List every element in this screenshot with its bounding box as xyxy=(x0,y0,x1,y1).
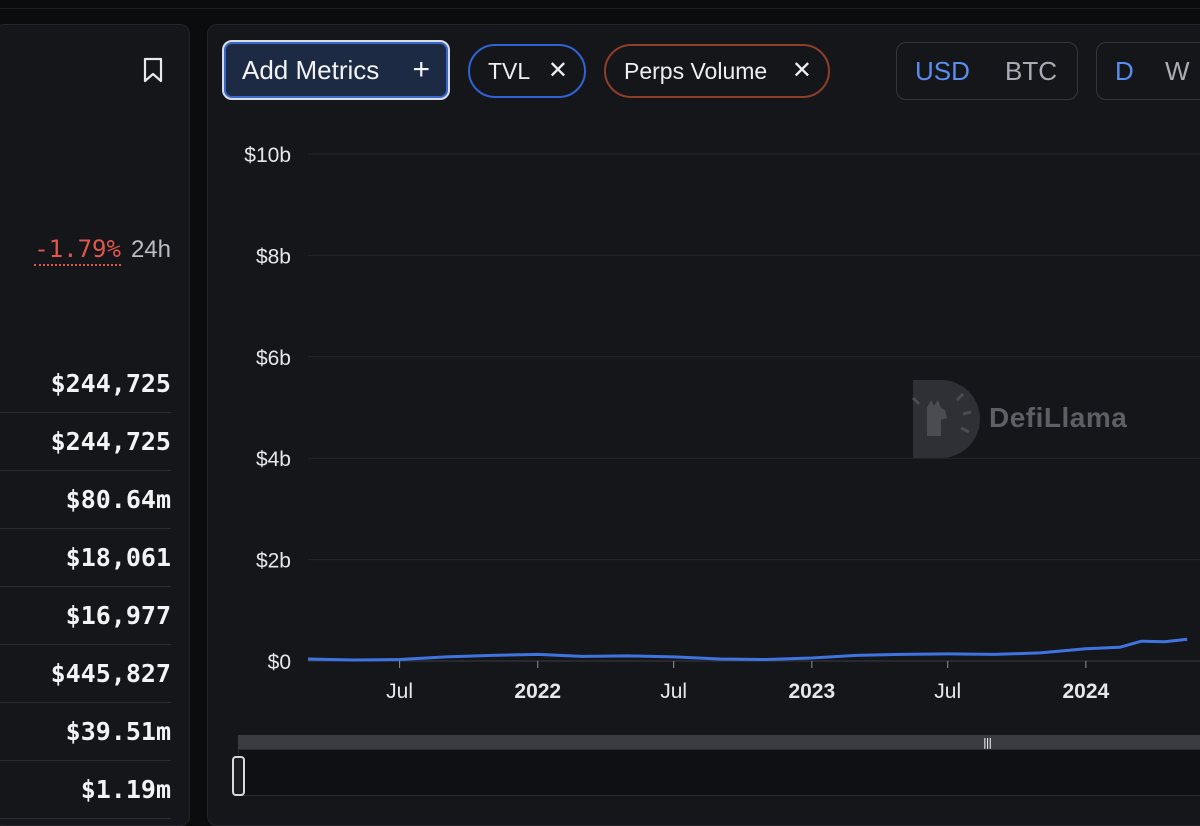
stat-value: $16,977 xyxy=(0,587,171,645)
currency-option-usd[interactable]: USD xyxy=(915,56,970,86)
metric-chip-label: TVL xyxy=(488,58,531,84)
x-tick-label: Jul xyxy=(386,680,413,703)
price-change-period: 24h xyxy=(130,236,171,263)
x-tick-label: Jul xyxy=(934,680,961,703)
llama-logo-icon xyxy=(911,380,980,458)
series-line-0[interactable] xyxy=(307,637,1188,662)
y-tick-label: $0 xyxy=(268,651,291,674)
metric-chip-label: Perps Volume xyxy=(624,58,768,84)
add-metrics-button[interactable]: Add Metrics + xyxy=(222,40,450,100)
y-tick-label: $10b xyxy=(244,144,291,167)
stat-value: $244,725 xyxy=(0,355,171,413)
plus-icon: + xyxy=(412,53,430,86)
x-tick-label: 2024 xyxy=(1063,680,1110,703)
watermark: DefiLlama xyxy=(905,378,1145,460)
metric-chip-tvl[interactable]: TVL ✕ xyxy=(468,44,586,98)
price-change: -1.79% 24h xyxy=(0,235,171,266)
y-tick-label: $6b xyxy=(256,347,291,370)
x-tick-label: 2023 xyxy=(788,680,835,703)
range-slider-handle[interactable] xyxy=(232,756,245,796)
period-option-d[interactable]: D xyxy=(1115,56,1134,86)
y-tick-label: $2b xyxy=(256,550,291,573)
currency-toggle: USD BTC xyxy=(896,42,1078,100)
stat-value: $445,827 xyxy=(0,645,171,703)
bookmark-icon[interactable] xyxy=(143,57,163,83)
stat-value: $39.51m xyxy=(0,703,171,761)
y-tick-label: $8b xyxy=(256,245,291,268)
stat-value: $244,725 xyxy=(0,413,171,471)
price-change-value[interactable]: -1.79% xyxy=(34,235,121,266)
stat-value: $80.64m xyxy=(0,471,171,529)
range-slider-window[interactable] xyxy=(238,749,1200,796)
x-tick-label: Jul xyxy=(660,680,687,703)
add-metrics-label: Add Metrics xyxy=(242,55,380,85)
stat-value: $18,061 xyxy=(0,529,171,587)
grip-icon[interactable]: ||| xyxy=(983,736,992,749)
currency-option-btc[interactable]: BTC xyxy=(1005,56,1057,86)
summary-panel: -1.79% 24h $244,725 $244,725 $80.64m $18,061… xyxy=(0,24,190,826)
period-toggle: D W xyxy=(1096,42,1200,100)
watermark-text: DefiLlama xyxy=(989,402,1128,433)
range-slider-track[interactable] xyxy=(238,735,1200,749)
y-tick-label: $4b xyxy=(256,448,291,471)
top-bar xyxy=(0,0,1200,9)
stat-value: $1.19m xyxy=(0,761,171,819)
close-icon[interactable]: ✕ xyxy=(791,57,812,84)
close-icon[interactable]: ✕ xyxy=(547,57,568,84)
period-option-w[interactable]: W xyxy=(1165,56,1190,86)
x-tick-label: 2022 xyxy=(514,680,561,703)
metric-chip-perps-volume[interactable]: Perps Volume ✕ xyxy=(604,44,830,98)
chart-panel xyxy=(207,24,1200,826)
